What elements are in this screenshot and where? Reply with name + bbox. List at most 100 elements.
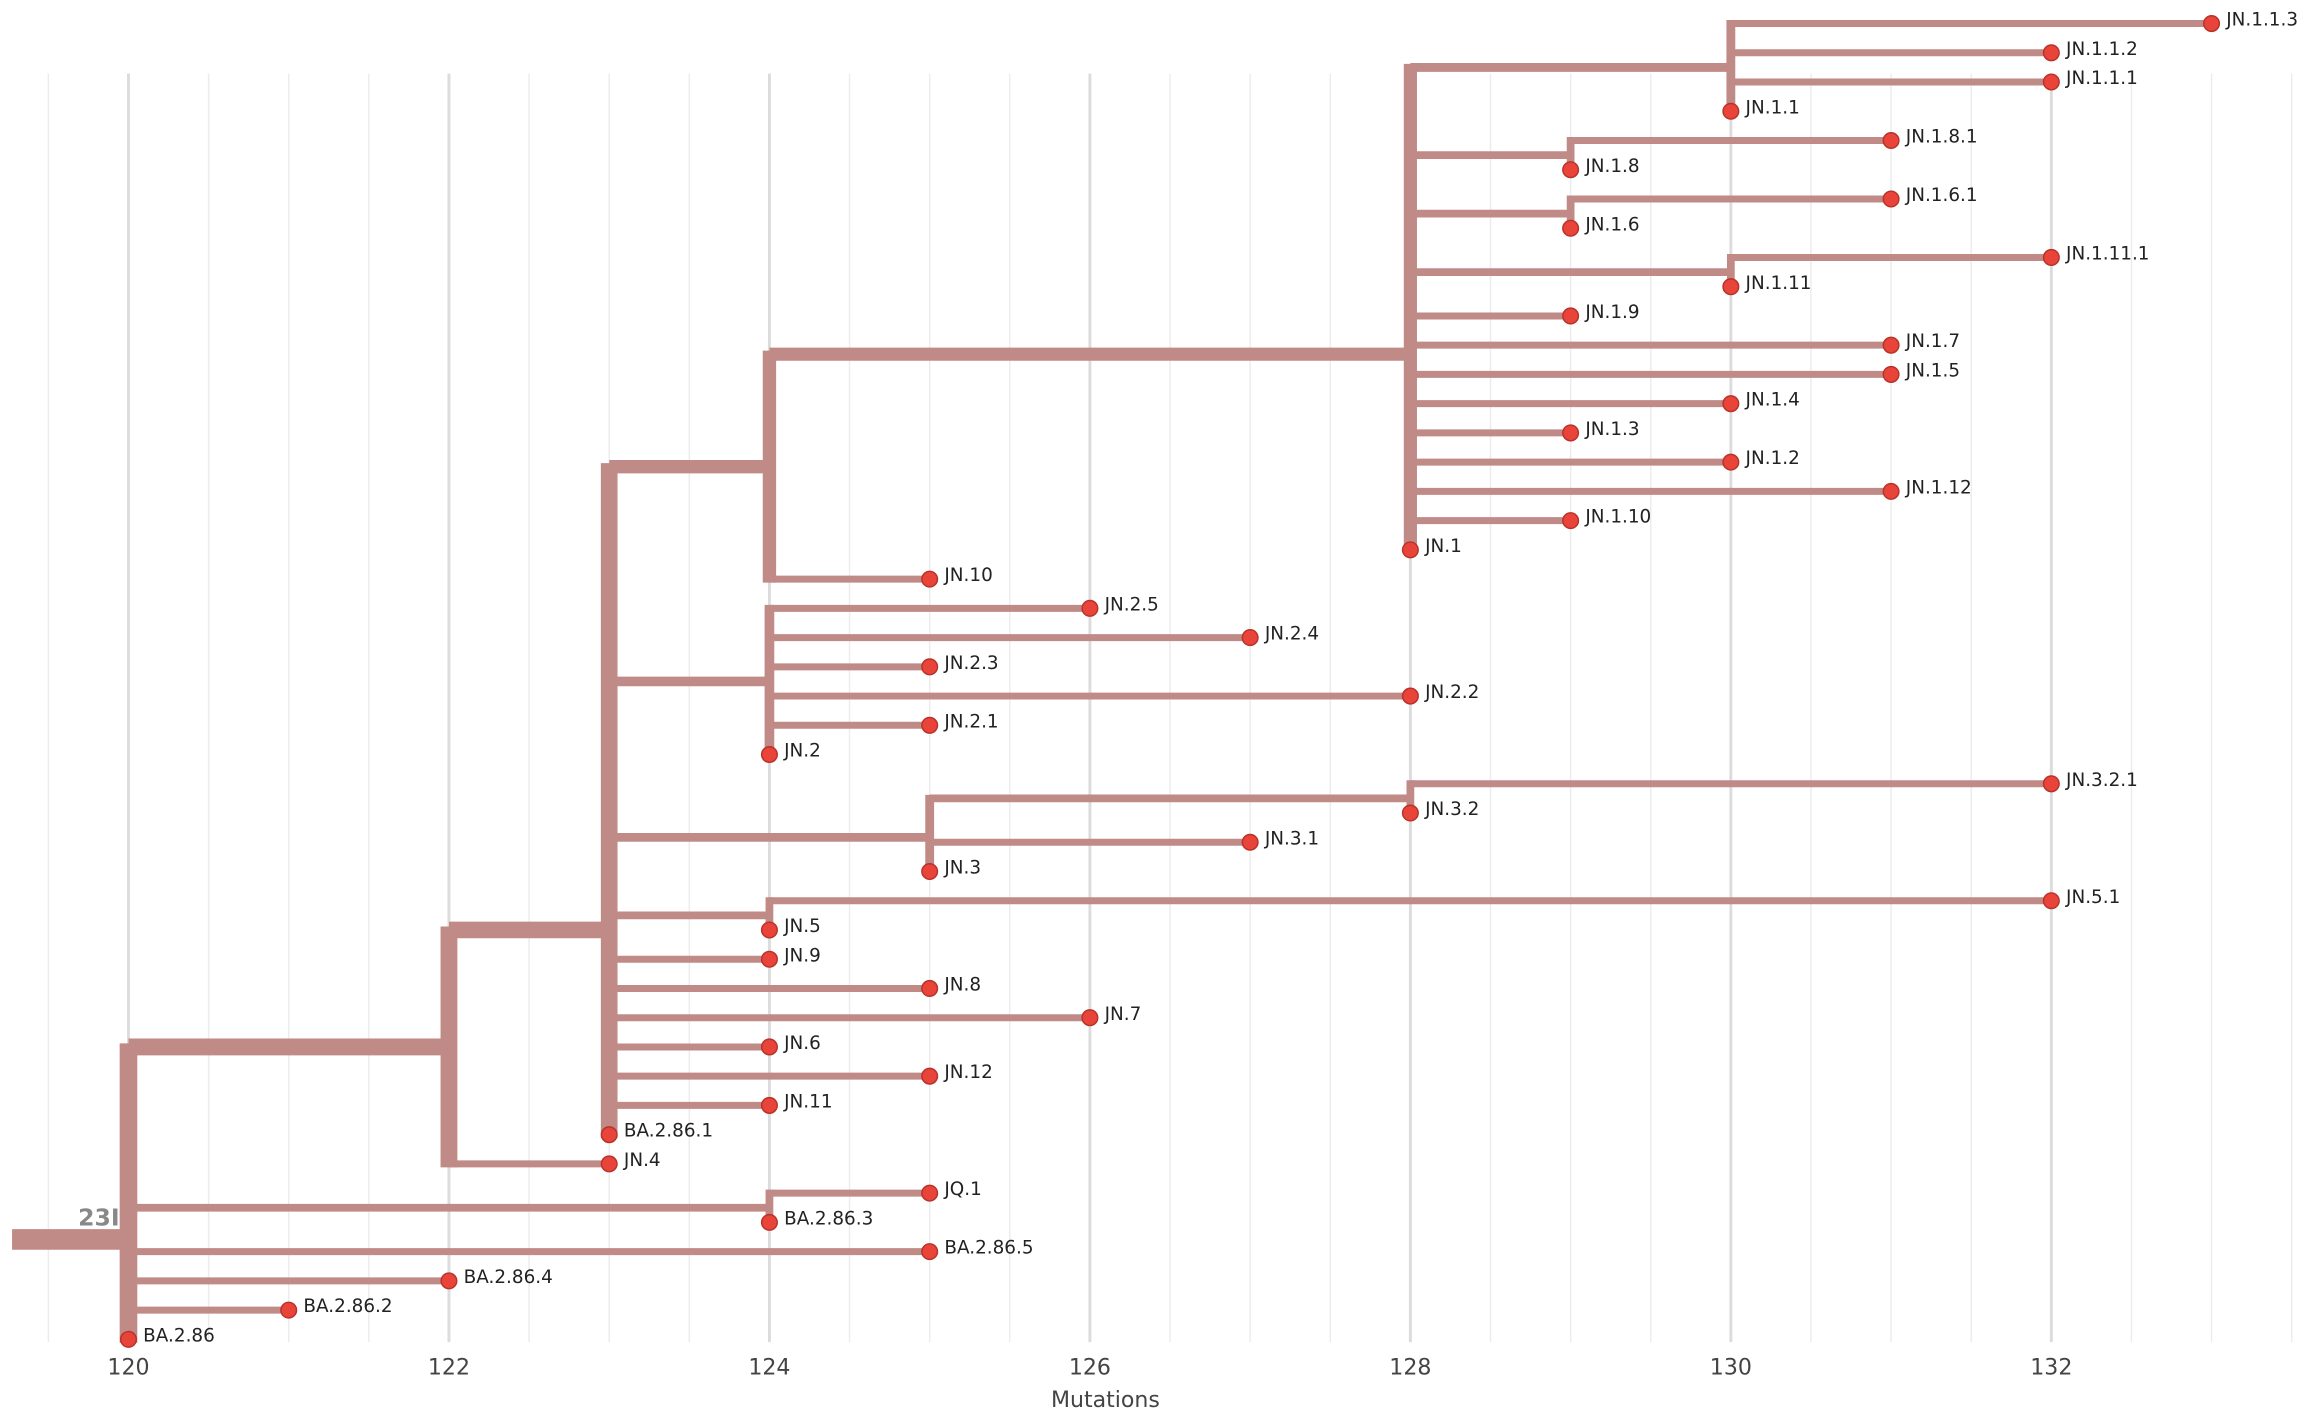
tip [280,1301,298,1319]
tip [760,1096,778,1114]
tip-label: JN.1.11.1 [2065,244,2149,265]
tip-label: JN.8 [943,975,981,996]
tip-label: JN.3 [943,858,981,879]
tip [1562,307,1580,325]
tip [2042,248,2060,266]
tip-label: JN.1.7 [1905,331,1960,352]
tip [921,570,939,588]
tip-label: JN.1.8.1 [1905,127,1978,148]
tip-label: JN.1.3 [1584,419,1639,440]
tip [1401,804,1419,822]
tip [1401,687,1419,705]
tip [1722,278,1740,296]
tip [119,1330,138,1348]
tip-label: JN.2 [783,741,821,762]
tip-label: JN.1.11 [1745,273,1812,294]
branches: 23I [12,20,2212,1343]
tip [1882,131,1900,150]
tip-label: JN.9 [783,945,821,966]
tip [760,1038,778,1056]
tip-label: JN.1.1 [1745,97,1800,118]
tip-label: JN.1.6.1 [1905,185,1978,206]
tip-label: JN.6 [783,1033,821,1054]
tip [2042,44,2060,62]
tip-label: BA.2.86.3 [784,1208,873,1229]
tip [1562,424,1580,442]
grid: 120 122 124 126 128 130 132 [47,73,2293,1381]
x-tick-label: 122 [428,1356,470,1381]
tips: JN.1.1.3 JN.1.1.2 JN.1.1.1 JN.1.1 JN.1.8.1 JN… [119,10,2298,1348]
tip [1882,190,1900,208]
tip-label: JN.1.1.2 [2065,39,2138,60]
tip [2042,775,2060,793]
x-tick-label: 130 [1710,1356,1752,1381]
tip-label: BA.2.86.2 [303,1296,392,1317]
tip-label: BA.2.86.4 [464,1267,553,1288]
x-tick-label: 126 [1069,1356,1111,1381]
tip-label: JN.1.5 [1905,360,1960,381]
tip [921,716,939,734]
tip-label: JN.2.3 [943,653,998,674]
tip [1241,833,1259,851]
tip-label: JN.3.2.1 [2065,770,2138,791]
tip-label: BA.2.86 [143,1325,215,1346]
tip [1562,161,1580,179]
tip [2042,892,2060,910]
tip-label: JQ.1 [943,1179,981,1200]
tip-label: JN.1.6 [1584,214,1639,235]
tip [921,979,939,997]
tip [1722,453,1740,471]
tip [1882,336,1900,354]
tip-label: JN.1.12 [1905,477,1972,498]
x-tick-label: 120 [107,1356,149,1381]
tip-label: JN.1.2 [1745,448,1800,469]
tip [1722,102,1740,120]
tip-label: JN.12 [943,1062,992,1083]
tip [1081,1009,1099,1027]
tip [1562,512,1580,530]
tip [2042,73,2060,91]
tip-label: JN.4 [623,1150,661,1171]
tip-label: JN.2.1 [943,711,998,732]
tip-label: JN.11 [783,1091,832,1112]
tip-label: JN.1.1.3 [2225,10,2298,31]
tip-label: JN.5.1 [2065,887,2120,908]
tip [1562,219,1580,237]
tip-label: JN.1.10 [1584,507,1651,528]
tip-label: JN.1 [1424,536,1462,557]
tip [921,1067,939,1085]
root-label: 23I [78,1203,120,1231]
x-tick-label: 124 [748,1356,790,1381]
tip [760,746,778,764]
tip [921,862,939,881]
tip-label: BA.2.86.5 [944,1238,1033,1259]
tip-label: JN.3.2 [1424,799,1479,820]
tip [921,658,939,676]
tip [1081,599,1099,617]
tip-label: JN.1.8 [1584,156,1639,177]
tip [760,950,778,968]
x-tick-label: 132 [2030,1356,2072,1381]
x-axis-label: Mutations [1051,1388,1160,1413]
tip-label: JN.2.4 [1264,624,1319,645]
tip [760,1213,778,1231]
tip-label: JN.5 [783,916,821,937]
tip-label: JN.1.4 [1745,390,1800,411]
tip [760,921,778,939]
tip [2203,15,2221,33]
tip-label: JN.3.1 [1264,828,1319,849]
tip-label: JN.2.2 [1424,682,1479,703]
tip-label: BA.2.86.1 [624,1121,713,1142]
tip [1401,541,1419,559]
tip [1722,395,1740,413]
tip [440,1272,458,1290]
tip-label: JN.1.9 [1584,302,1639,323]
tip [600,1126,618,1144]
tip-label: JN.1.1.1 [2065,68,2138,89]
tip-label: JN.10 [943,565,992,586]
tip [921,1184,939,1202]
tip-label: JN.7 [1104,1004,1142,1025]
tip [1882,482,1900,500]
tip-label: JN.2.5 [1104,594,1159,615]
